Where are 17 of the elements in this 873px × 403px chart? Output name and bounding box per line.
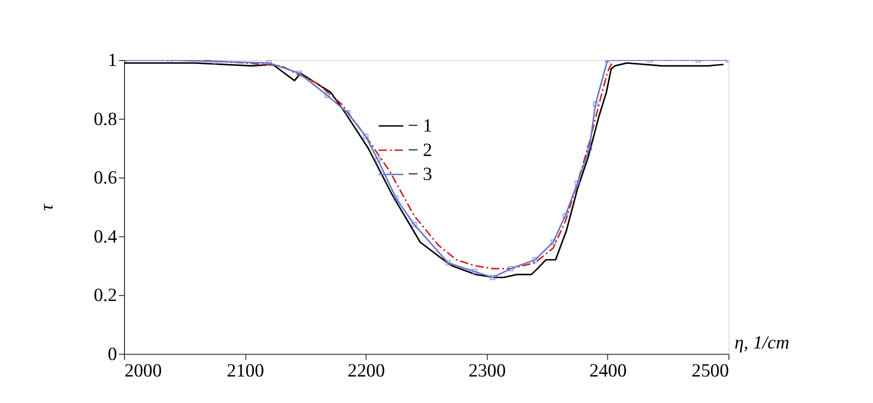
y-tick-label: 0.4 — [94, 226, 118, 248]
y-tick-label: 0 — [108, 344, 118, 365]
x-tick-label: 2100 — [226, 360, 264, 382]
x-axis-title: η, 1/cm — [734, 332, 790, 354]
y-tick-label: 0.2 — [94, 285, 118, 306]
legend-label: − 2 — [408, 140, 432, 161]
y-tick-label: 0.6 — [94, 168, 118, 189]
x-tick-label: 2200 — [348, 360, 385, 382]
legend-label: − 1 — [408, 116, 432, 137]
y-tick-label: 0.8 — [94, 108, 118, 130]
x-tick-label: 2000 — [124, 360, 162, 382]
x-tick-label: 2500 — [692, 360, 729, 382]
y-axis-title: τ — [36, 202, 58, 211]
legend-label: − 3 — [408, 164, 432, 186]
x-tick-label: 2300 — [468, 360, 506, 382]
x-tick-label: 2400 — [589, 360, 627, 382]
y-tick-label: 1 — [108, 50, 118, 72]
